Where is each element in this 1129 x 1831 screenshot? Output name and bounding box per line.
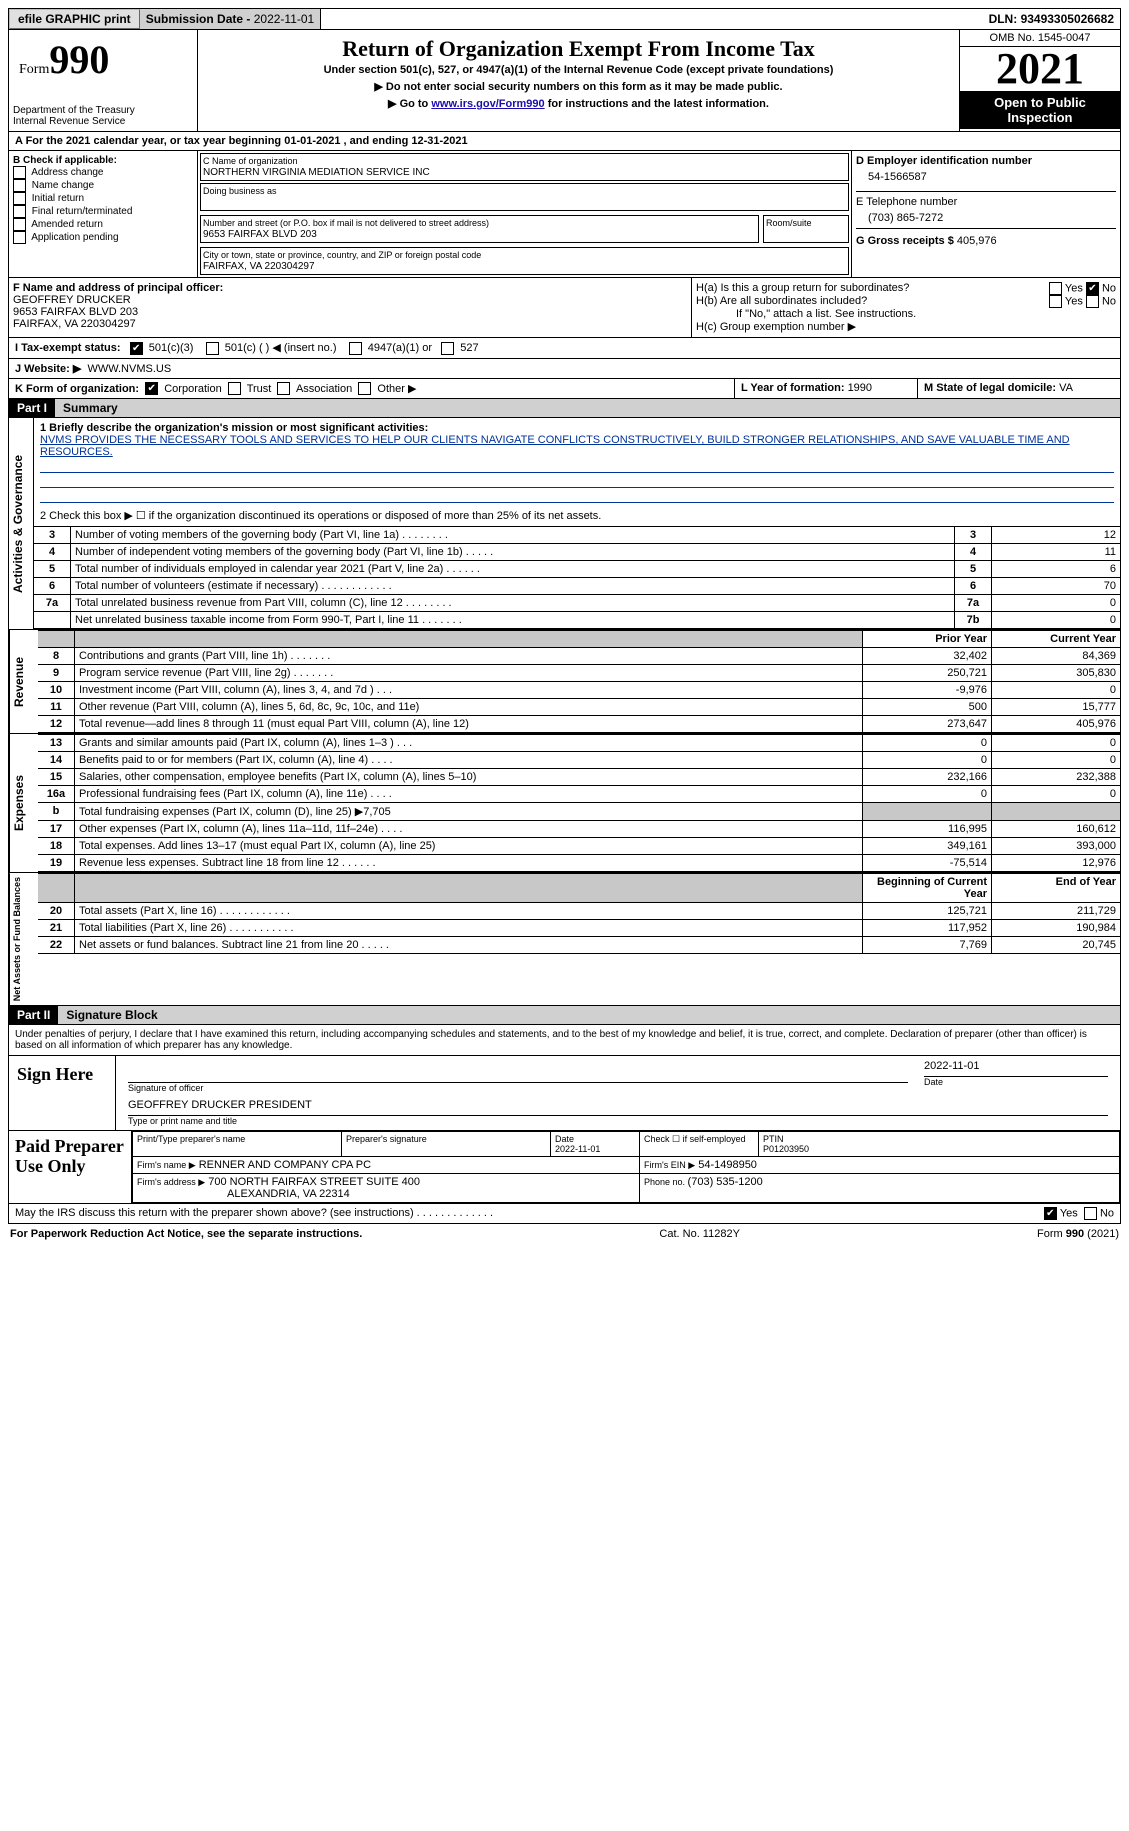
city-box: City or town, state or province, country… xyxy=(200,247,849,275)
mission-label: 1 Briefly describe the organization's mi… xyxy=(40,422,428,434)
table-row: 22Net assets or fund balances. Subtract … xyxy=(38,937,1120,954)
subtitle-1: Under section 501(c), 527, or 4947(a)(1)… xyxy=(202,64,955,76)
officer-name: GEOFFREY DRUCKER xyxy=(13,294,131,306)
signer-name: GEOFFREY DRUCKER PRESIDENT xyxy=(120,1099,1116,1111)
org-name: NORTHERN VIRGINIA MEDIATION SERVICE INC xyxy=(203,167,430,178)
tax-year: 2021 xyxy=(960,47,1120,91)
expenses-table: 13Grants and similar amounts paid (Part … xyxy=(38,734,1120,872)
checkbox-name-change[interactable]: Name change xyxy=(13,179,193,192)
dba-box: Doing business as xyxy=(200,183,849,211)
firm-name: RENNER AND COMPANY CPA PC xyxy=(199,1159,371,1171)
topbar: efile GRAPHIC print Submission Date - 20… xyxy=(8,8,1121,30)
table-row: 11Other revenue (Part VIII, column (A), … xyxy=(38,699,1120,716)
ein-label: D Employer identification number xyxy=(856,155,1032,167)
part1-body: Activities & Governance 1 Briefly descri… xyxy=(8,418,1121,630)
ein-value: 54-1566587 xyxy=(856,167,1116,191)
table-row: 9Program service revenue (Part VIII, lin… xyxy=(38,665,1120,682)
table-row: 12Total revenue—add lines 8 through 11 (… xyxy=(38,716,1120,733)
table-row: bTotal fundraising expenses (Part IX, co… xyxy=(38,803,1120,821)
table-row: 21Total liabilities (Part X, line 26) . … xyxy=(38,920,1120,937)
side-netassets: Net Assets or Fund Balances xyxy=(9,873,38,1005)
section-b-header: B Check if applicable: xyxy=(13,155,117,166)
phone-value: (703) 865-7272 xyxy=(856,208,1116,228)
section-a: A For the 2021 calendar year, or tax yea… xyxy=(8,132,1121,151)
table-row: 20Total assets (Part X, line 16) . . . .… xyxy=(38,903,1120,920)
table-row: 18Total expenses. Add lines 13–17 (must … xyxy=(38,838,1120,855)
netassets-table: Beginning of Current YearEnd of Year20To… xyxy=(38,873,1120,954)
summary-row-7a: 7aTotal unrelated business revenue from … xyxy=(34,595,1120,612)
summary-row-4: 4Number of independent voting members of… xyxy=(34,544,1120,561)
form-header: Form990 Department of the TreasuryIntern… xyxy=(8,30,1121,132)
table-row: 15Salaries, other compensation, employee… xyxy=(38,769,1120,786)
discuss-row: May the IRS discuss this return with the… xyxy=(8,1204,1121,1224)
subtitle-3: ▶ Go to www.irs.gov/Form990 for instruct… xyxy=(202,97,955,110)
header-block: B Check if applicable: Address change Na… xyxy=(8,151,1121,278)
table-row: 16aProfessional fundraising fees (Part I… xyxy=(38,786,1120,803)
table-row: 8Contributions and grants (Part VIII, li… xyxy=(38,648,1120,665)
part2-header: Part IISignature Block xyxy=(8,1006,1121,1025)
subtitle-2: ▶ Do not enter social security numbers o… xyxy=(202,80,955,93)
mission-text: NVMS PROVIDES THE NECESSARY TOOLS AND SE… xyxy=(40,434,1070,458)
checkbox-final-return-terminated[interactable]: Final return/terminated xyxy=(13,205,193,218)
gross-value: 405,976 xyxy=(957,235,997,247)
table-row: 19Revenue less expenses. Subtract line 1… xyxy=(38,855,1120,872)
table-row: 13Grants and similar amounts paid (Part … xyxy=(38,735,1120,752)
sign-here-block: Sign Here Signature of officer 2022-11-0… xyxy=(8,1056,1121,1131)
page-footer: For Paperwork Reduction Act Notice, see … xyxy=(8,1224,1121,1244)
activities-table: 3Number of voting members of the governi… xyxy=(34,526,1120,629)
side-expenses: Expenses xyxy=(9,734,38,872)
officer-block: F Name and address of principal officer:… xyxy=(8,278,1121,338)
dept-treasury: Department of the TreasuryInternal Reven… xyxy=(13,105,193,127)
street-box: Number and street (or P.O. box if mail i… xyxy=(200,215,759,243)
table-row: 17Other expenses (Part IX, column (A), l… xyxy=(38,821,1120,838)
table-row: 10Investment income (Part VIII, column (… xyxy=(38,682,1120,699)
checkbox-application-pending[interactable]: Application pending xyxy=(13,231,193,244)
checkbox-initial-return[interactable]: Initial return xyxy=(13,192,193,205)
irs-link[interactable]: www.irs.gov/Form990 xyxy=(431,98,544,110)
table-row: 14Benefits paid to or for members (Part … xyxy=(38,752,1120,769)
line2: 2 Check this box ▶ ☐ if the organization… xyxy=(40,509,1114,522)
declaration: Under penalties of perjury, I declare th… xyxy=(8,1025,1121,1056)
paid-preparer-block: Paid Preparer Use Only Print/Type prepar… xyxy=(8,1131,1121,1204)
open-to-public: Open to Public Inspection xyxy=(960,91,1120,129)
room-box: Room/suite xyxy=(763,215,849,243)
summary-row-6: 6Total number of volunteers (estimate if… xyxy=(34,578,1120,595)
checkbox-address-change[interactable]: Address change xyxy=(13,166,193,179)
form-title: Return of Organization Exempt From Incom… xyxy=(202,36,955,62)
summary-row-3: 3Number of voting members of the governi… xyxy=(34,527,1120,544)
submission-date: Submission Date - 2022-11-01 xyxy=(140,9,322,29)
website-value: WWW.NVMS.US xyxy=(87,363,171,375)
org-name-box: C Name of organization NORTHERN VIRGINIA… xyxy=(200,153,849,181)
part1-header: Part ISummary xyxy=(8,399,1121,418)
side-revenue: Revenue xyxy=(9,630,38,733)
side-activities: Activities & Governance xyxy=(9,418,33,629)
gross-label: G Gross receipts $ xyxy=(856,235,954,247)
summary-row-5: 5Total number of individuals employed in… xyxy=(34,561,1120,578)
checkbox-amended-return[interactable]: Amended return xyxy=(13,218,193,231)
phone-label: E Telephone number xyxy=(856,196,957,208)
summary-row-7b: Net unrelated business taxable income fr… xyxy=(34,612,1120,629)
tax-status-row: I Tax-exempt status: ✔ 501(c)(3) 501(c) … xyxy=(8,338,1121,359)
efile-print-button[interactable]: efile GRAPHIC print xyxy=(9,9,140,29)
website-row: J Website: ▶ WWW.NVMS.US xyxy=(8,359,1121,379)
dln: DLN: 93493305026682 xyxy=(321,9,1120,29)
revenue-table: Prior YearCurrent Year8Contributions and… xyxy=(38,630,1120,733)
klm-row: K Form of organization: ✔ Corporation Tr… xyxy=(8,379,1121,400)
